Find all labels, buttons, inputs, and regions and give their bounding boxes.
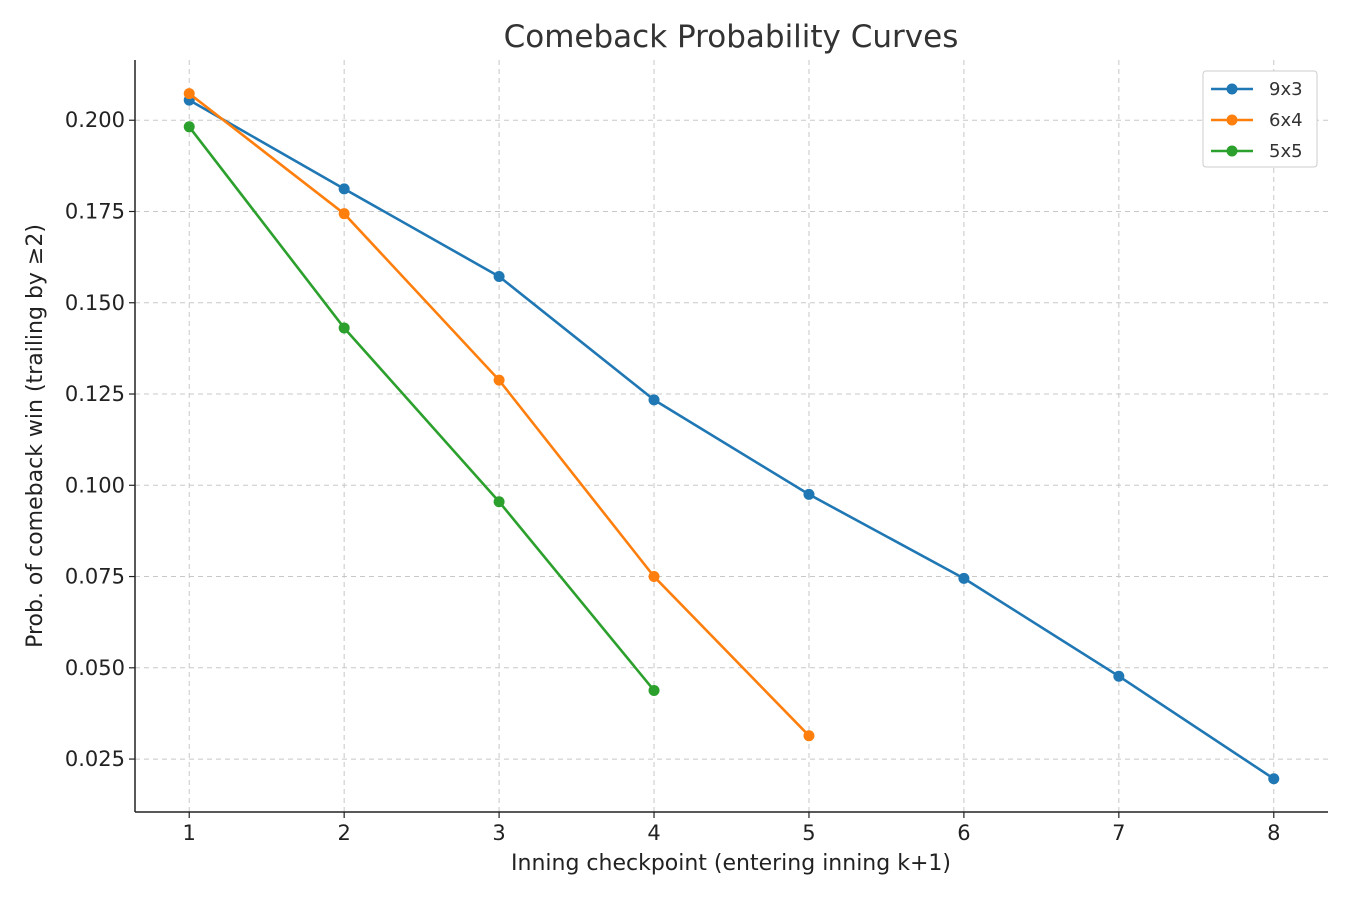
legend-entry-5x5: 5x5 (1211, 141, 1303, 162)
y-tick-label: 0.125 (65, 382, 125, 406)
data-point-5x5 (493, 496, 505, 508)
grid (135, 60, 1328, 812)
data-point-9x3 (338, 183, 350, 195)
y-tick-label: 0.175 (65, 199, 125, 223)
data-point-9x3 (648, 394, 660, 406)
legend-frame (1202, 70, 1318, 168)
tick-labels: 1 2 3 4 5 6 7 8 0.025 0.050 0.075 0.100 0.125 0.150 0.… (65, 108, 1281, 845)
x-tick-label: 2 (337, 821, 350, 845)
legend-marker-5x5 (1226, 145, 1238, 157)
series-6x4 (183, 88, 815, 742)
data-point-6x4 (493, 374, 505, 386)
data-point-5x5 (338, 322, 350, 334)
series-line-5x5 (188, 126, 656, 692)
y-tick-label: 0.050 (65, 656, 125, 680)
y-tick-label: 0.150 (65, 291, 125, 315)
x-tick-label: 7 (1112, 821, 1125, 845)
x-tick-label: 6 (957, 821, 970, 845)
legend-label-5x5: 5x5 (1269, 141, 1303, 162)
data-point-6x4 (803, 730, 815, 742)
data-point-6x4 (338, 208, 350, 220)
data-point-9x3 (1113, 670, 1125, 682)
series-line-9x3 (188, 99, 1275, 780)
series-5x5 (183, 121, 660, 696)
x-tick-label: 4 (647, 821, 660, 845)
legend-marker-9x3 (1226, 83, 1238, 95)
data-point-5x5 (183, 121, 195, 133)
y-tick-label: 0.025 (65, 747, 125, 771)
x-tick-label: 5 (802, 821, 815, 845)
x-tick-label: 1 (183, 821, 196, 845)
series-9x3 (183, 94, 1280, 785)
y-tick-label: 0.200 (65, 108, 125, 132)
legend-label-6x4: 6x4 (1269, 110, 1303, 131)
legend-label-9x3: 9x3 (1269, 79, 1303, 100)
data-point-6x4 (648, 571, 660, 583)
data-point-9x3 (803, 488, 815, 500)
data-point-9x3 (1268, 773, 1280, 785)
x-tick-label: 8 (1267, 821, 1280, 845)
x-axis-label: Inning checkpoint (entering inning k+1) (511, 851, 951, 876)
legend: 9x3 6x4 5x5 (1202, 70, 1318, 168)
series-layer (183, 88, 1280, 785)
chart-title: Comeback Probability Curves (504, 19, 959, 55)
y-axis-label: Prob. of comeback win (trailing by ≥2) (23, 224, 48, 648)
y-tick-label: 0.075 (65, 565, 125, 589)
data-point-9x3 (493, 270, 505, 282)
data-point-9x3 (958, 572, 970, 584)
y-tick-label: 0.100 (65, 473, 125, 497)
legend-entry-6x4: 6x4 (1211, 110, 1303, 131)
legend-entry-9x3: 9x3 (1211, 79, 1303, 100)
data-point-6x4 (183, 88, 195, 100)
x-tick-label: 3 (492, 821, 505, 845)
data-point-5x5 (648, 684, 660, 696)
axes (129, 60, 1328, 818)
legend-marker-6x4 (1226, 114, 1238, 126)
